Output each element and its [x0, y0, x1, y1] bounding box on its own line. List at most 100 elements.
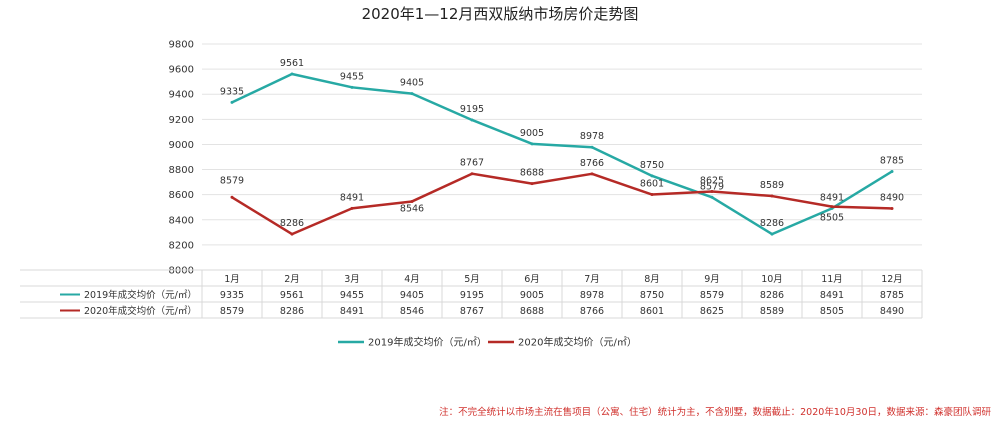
x-tick-label: 7月	[584, 274, 600, 285]
table-cell: 8286	[760, 290, 784, 301]
y-tick-label: 8000	[169, 266, 194, 277]
data-label: 9005	[520, 128, 544, 139]
x-tick-label: 12月	[881, 274, 903, 285]
table-row-label: 2019年成交均价（元/㎡）	[84, 289, 197, 301]
data-point	[590, 145, 594, 149]
table-cell: 8546	[400, 306, 424, 317]
table-cell: 8579	[220, 306, 244, 317]
series-line	[231, 172, 893, 236]
y-tick-label: 9000	[169, 140, 194, 151]
data-labels: 9335 9561 9455 9405 9195 9005 8978 8750 8579 8286…	[220, 58, 904, 229]
y-tick-label: 8600	[169, 190, 194, 201]
table-cell: 9405	[400, 290, 424, 301]
table-cell: 8491	[820, 290, 844, 301]
data-label: 8978	[580, 131, 604, 142]
y-tick-label: 8400	[169, 215, 194, 226]
data-label: 8766	[580, 158, 604, 169]
data-point	[470, 118, 474, 122]
data-label: 8750	[640, 160, 664, 171]
data-label: 8625	[700, 176, 724, 187]
x-tick-label: 5月	[464, 274, 480, 285]
data-label: 8601	[640, 179, 664, 190]
data-label: 8785	[880, 155, 904, 166]
table-cell: 9005	[520, 290, 544, 301]
table-cell: 8785	[880, 290, 904, 301]
table-cell: 8625	[700, 306, 724, 317]
data-label: 8589	[760, 180, 784, 191]
table-cell: 9455	[340, 290, 364, 301]
table-cell: 8491	[340, 306, 364, 317]
y-tick-label: 9800	[169, 40, 194, 51]
data-point	[890, 206, 894, 210]
data-label: 8767	[460, 158, 484, 169]
table-cell: 8688	[520, 306, 544, 317]
x-tick-label: 4月	[404, 274, 420, 285]
data-point	[830, 205, 834, 209]
data-point	[650, 174, 654, 178]
table-cell: 9561	[280, 290, 304, 301]
data-point	[770, 232, 774, 236]
data-point	[710, 190, 714, 194]
data-point	[290, 232, 294, 236]
table-cell: 8579	[700, 290, 724, 301]
x-tick-label: 11月	[821, 274, 843, 285]
data-point	[350, 206, 354, 210]
table-row-label: 2020年成交均价（元/㎡）	[84, 305, 197, 317]
data-point	[410, 92, 414, 96]
data-label: 8491	[820, 192, 844, 203]
y-tick-label: 9600	[169, 65, 194, 76]
data-point	[530, 142, 534, 146]
table-cell: 9195	[460, 290, 484, 301]
x-tick-label: 10月	[761, 274, 783, 285]
chart-title: 2020年1—12月西双版纳市场房价走势图	[362, 5, 639, 23]
data-label: 8579	[700, 181, 724, 192]
table-cell: 8589	[760, 306, 784, 317]
data-point	[590, 172, 594, 176]
data-point	[230, 100, 234, 104]
data-label: 9405	[400, 78, 424, 89]
table-cell: 8505	[820, 306, 844, 317]
x-tick-label: 1月	[224, 274, 240, 285]
data-label: 8579	[220, 175, 244, 186]
data-label: 8505	[820, 213, 844, 224]
x-tick-label: 3月	[344, 274, 360, 285]
series-lines	[230, 72, 894, 236]
footnote: 注：不完全统计以市场主流在售项目（公寓、住宅）统计为主，不含别墅，数据截止：20…	[439, 406, 991, 418]
table-cell: 8767	[460, 306, 484, 317]
table-cell: 9335	[220, 290, 244, 301]
table-cell: 8286	[280, 306, 304, 317]
data-label: 9195	[460, 104, 484, 115]
legend-label: 2019年成交均价（元/㎡）	[368, 336, 487, 349]
data-label: 9455	[340, 71, 364, 82]
legend: 2019年成交均价（元/㎡） 2020年成交均价（元/㎡）	[338, 336, 637, 349]
data-label: 8286	[280, 218, 304, 229]
data-label: 8688	[520, 168, 544, 179]
data-label: 8546	[400, 203, 424, 214]
table-cell: 8490	[880, 306, 904, 317]
y-axis: 8000 8200 8400 8600 8800 9000 9200 9400 9600 9800	[169, 40, 194, 277]
y-tick-label: 8200	[169, 240, 194, 251]
data-table: 1月 2月 3月 4月 5月 6月 7月 8月 9月 10月 11月 12月 2019年成交均价（元/㎡…	[20, 269, 923, 319]
y-tick-label: 9200	[169, 115, 194, 126]
data-label: 8286	[760, 218, 784, 229]
table-cell: 8750	[640, 290, 664, 301]
data-point	[290, 72, 294, 76]
data-point	[530, 182, 534, 186]
series-line	[231, 72, 893, 236]
x-tick-label: 2月	[284, 274, 300, 285]
table-cell: 8978	[580, 290, 604, 301]
data-label: 8490	[880, 192, 904, 203]
table-cell: 8766	[580, 306, 604, 317]
data-point	[470, 172, 474, 176]
data-point	[650, 193, 654, 197]
table-cell: 8601	[640, 306, 664, 317]
data-label: 8491	[340, 192, 364, 203]
data-point	[890, 169, 894, 173]
data-point	[770, 194, 774, 198]
y-tick-label: 9400	[169, 90, 194, 101]
data-label: 9561	[280, 58, 304, 69]
x-tick-label: 8月	[644, 274, 660, 285]
data-point	[410, 199, 414, 203]
data-point	[350, 85, 354, 89]
